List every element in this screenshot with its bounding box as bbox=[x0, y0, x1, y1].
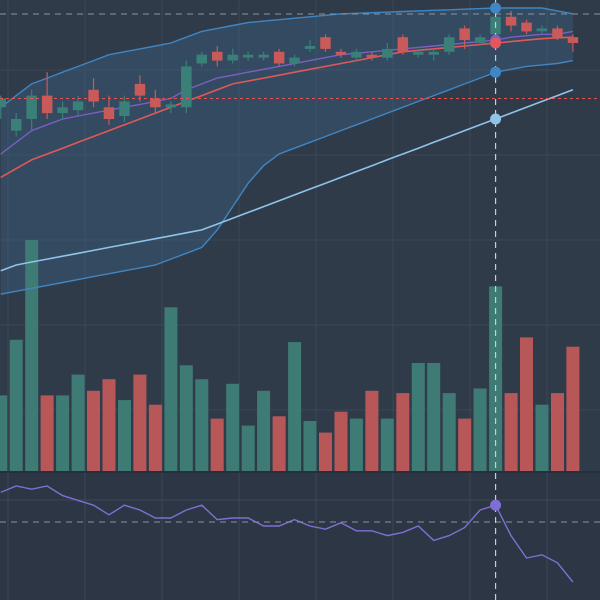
candle-body bbox=[366, 54, 378, 58]
volume-bar bbox=[56, 395, 70, 472]
candle-body bbox=[57, 107, 68, 114]
candle-body bbox=[536, 28, 548, 32]
candle-body bbox=[382, 48, 393, 58]
candle-body bbox=[397, 37, 409, 52]
volume-bar bbox=[349, 418, 363, 472]
volume-bar bbox=[195, 379, 209, 472]
candle-body bbox=[320, 37, 331, 49]
volume-bar bbox=[179, 365, 193, 472]
crosshair-marker bbox=[490, 66, 502, 78]
volume-bar bbox=[118, 400, 131, 472]
candle-body bbox=[165, 104, 177, 108]
volume-bar bbox=[411, 363, 425, 472]
candle-body bbox=[72, 101, 84, 111]
candle-body bbox=[335, 51, 347, 55]
candle-body bbox=[474, 37, 486, 43]
volume-bar bbox=[0, 395, 8, 472]
volume-bar bbox=[520, 337, 533, 472]
volume-bar bbox=[40, 395, 54, 472]
candle-body bbox=[26, 95, 37, 119]
volume-bar bbox=[396, 393, 410, 472]
volume-bar bbox=[148, 404, 162, 472]
crosshair-marker bbox=[490, 499, 502, 511]
volume-bar bbox=[210, 418, 224, 472]
candle-body bbox=[212, 51, 223, 61]
volume-bar bbox=[427, 363, 441, 472]
volume-bar bbox=[9, 339, 23, 472]
candle-body bbox=[304, 46, 316, 49]
candle-body bbox=[273, 51, 285, 64]
volume-bar bbox=[365, 390, 379, 472]
candle-body bbox=[567, 37, 579, 43]
volume-bar bbox=[241, 425, 255, 472]
candle-body bbox=[88, 89, 99, 102]
volume-bars bbox=[0, 240, 580, 472]
candle-body bbox=[41, 95, 53, 114]
candle-body bbox=[552, 28, 563, 38]
candle-body bbox=[242, 54, 254, 58]
volume-bar bbox=[458, 418, 472, 472]
band-lower-line bbox=[0, 59, 574, 295]
candle-body bbox=[11, 119, 22, 131]
volume-bar bbox=[102, 379, 116, 472]
candle-body bbox=[413, 51, 424, 55]
candle-body bbox=[0, 98, 6, 108]
crosshair-marker bbox=[490, 2, 502, 14]
band-upper-line bbox=[0, 7, 574, 108]
candle-body bbox=[150, 98, 161, 108]
volume-bar bbox=[319, 432, 332, 472]
volume-bar bbox=[535, 404, 549, 472]
volume-bar bbox=[87, 390, 100, 472]
volume-bar bbox=[71, 374, 85, 472]
ma-mid-line bbox=[0, 36, 573, 179]
volume-bar bbox=[303, 421, 317, 472]
candle-body bbox=[258, 54, 269, 58]
candle-body bbox=[428, 51, 439, 55]
candle-body bbox=[181, 66, 192, 108]
volume-bar bbox=[25, 240, 39, 472]
candle-body bbox=[196, 54, 207, 64]
volume-bar bbox=[334, 411, 348, 472]
crosshair-marker bbox=[490, 113, 502, 125]
candle-body bbox=[444, 37, 455, 52]
candle-body bbox=[119, 101, 130, 116]
candle-body bbox=[459, 28, 470, 41]
volume-bar bbox=[473, 388, 487, 472]
candle-body bbox=[505, 16, 517, 26]
volume-bar bbox=[164, 307, 178, 472]
volume-bar bbox=[380, 418, 394, 472]
crosshair-markers bbox=[490, 2, 502, 511]
volume-bar bbox=[272, 416, 286, 472]
candle-body bbox=[521, 22, 532, 32]
volume-bar bbox=[504, 393, 518, 472]
candle-body bbox=[134, 83, 146, 96]
volume-bar bbox=[288, 342, 302, 472]
volume-bar bbox=[442, 393, 456, 472]
candle-body bbox=[351, 51, 362, 58]
volume-bar bbox=[566, 346, 580, 472]
volume-bar bbox=[133, 374, 147, 472]
ma-slow-line bbox=[0, 89, 574, 272]
volume-bar bbox=[551, 393, 564, 472]
crosshair-marker bbox=[490, 37, 502, 49]
candle-body bbox=[103, 107, 115, 119]
oscillator-line bbox=[0, 485, 574, 583]
volume-bar bbox=[226, 383, 240, 472]
volume-bar bbox=[257, 390, 271, 472]
candle-body bbox=[227, 54, 238, 61]
band-fill bbox=[0, 8, 573, 295]
candle-body bbox=[289, 57, 300, 64]
